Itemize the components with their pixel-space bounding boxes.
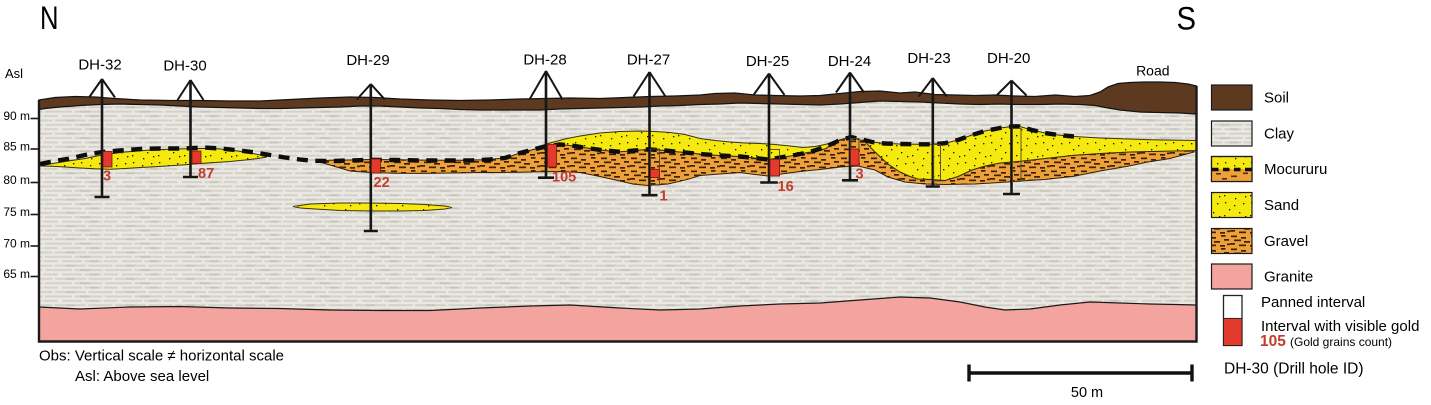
svg-text:3: 3 [103,169,111,185]
svg-text:50 m: 50 m [1071,385,1103,401]
svg-text:Road: Road [1136,63,1169,79]
svg-text:Obs: Vertical scale ≠ horizont: Obs: Vertical scale ≠ horizontal scale [39,348,284,365]
svg-text:DH-25: DH-25 [746,53,789,70]
svg-text:N: N [40,0,59,36]
svg-text:22: 22 [374,175,390,191]
svg-text:S: S [1177,1,1197,37]
svg-text:Mocururu: Mocururu [1264,161,1327,178]
svg-text:16: 16 [778,179,794,195]
svg-text:87: 87 [198,166,214,182]
svg-text:DH-24: DH-24 [828,53,871,70]
svg-text:DH-28: DH-28 [523,52,566,69]
svg-text:90 m: 90 m [3,109,30,123]
svg-text:DH-20: DH-20 [987,50,1030,67]
svg-text:DH-30 (Drill hole ID): DH-30 (Drill hole ID) [1224,361,1364,378]
svg-text:DH-29: DH-29 [346,52,389,69]
svg-text:105: 105 [552,170,576,186]
svg-text:Asl: Asl [5,66,23,81]
svg-text:DH-30: DH-30 [163,58,206,75]
svg-text:Panned interval: Panned interval [1261,294,1365,311]
svg-text:(Gold grains count): (Gold grains count) [1290,335,1392,349]
svg-text:Sand: Sand [1264,197,1299,214]
svg-text:105: 105 [1260,333,1286,350]
svg-text:3: 3 [855,167,863,183]
svg-text:Gravel: Gravel [1264,233,1308,250]
svg-text:DH-23: DH-23 [907,50,950,67]
svg-text:DH-27: DH-27 [627,52,670,69]
svg-text:70 m: 70 m [3,237,30,251]
svg-text:Soil: Soil [1264,90,1289,107]
svg-text:DH-32: DH-32 [78,57,121,74]
svg-text:Granite: Granite [1264,269,1313,286]
svg-text:85 m: 85 m [3,140,30,154]
svg-text:1: 1 [660,189,668,205]
svg-text:Clay: Clay [1264,126,1295,143]
svg-text:80 m: 80 m [3,173,30,187]
svg-text:Interval with visible gold: Interval with visible gold [1261,318,1419,335]
svg-text:Asl: Above sea level: Asl: Above sea level [75,368,209,385]
svg-text:65 m: 65 m [3,267,30,281]
svg-text:75 m: 75 m [3,205,30,219]
